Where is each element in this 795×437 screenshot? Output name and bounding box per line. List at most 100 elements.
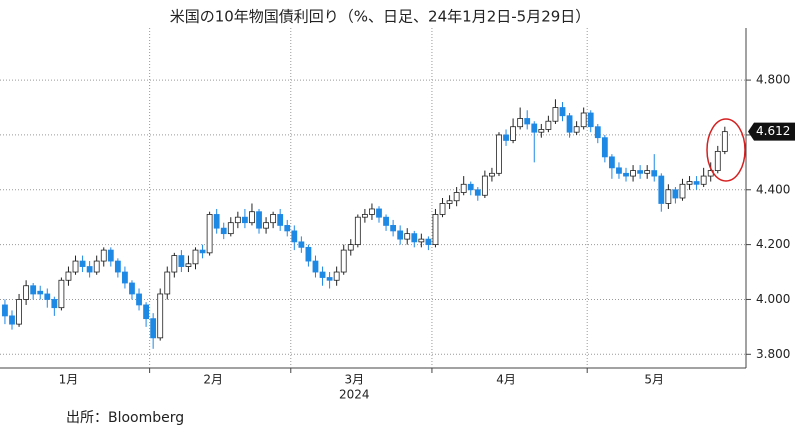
candle-body	[714, 150, 721, 171]
y-tick-label: 4.800	[756, 73, 790, 87]
candle-body	[496, 134, 502, 174]
candle-body	[383, 216, 389, 226]
candle-body	[580, 112, 587, 128]
candle-body	[460, 183, 467, 193]
y-tick-label: 4.400	[756, 182, 790, 196]
candle-body	[213, 214, 220, 229]
candle-body	[453, 192, 460, 202]
candle-body	[305, 246, 312, 262]
candle-body	[658, 175, 665, 204]
candle-body	[192, 249, 199, 265]
candle-body	[467, 183, 474, 191]
candle-body	[404, 233, 411, 240]
candle-body	[531, 123, 538, 133]
candle-body	[199, 249, 206, 254]
candle-body	[100, 249, 107, 262]
candle-body	[517, 118, 524, 128]
candle-body	[326, 277, 333, 281]
candle-body	[411, 233, 418, 243]
candle-body	[630, 170, 636, 177]
candle-body	[242, 216, 248, 224]
candle-body	[489, 172, 495, 177]
candle-body	[397, 230, 404, 240]
candle-body	[37, 290, 44, 295]
candle-body	[524, 118, 531, 125]
candle-body	[418, 238, 425, 243]
candle-body	[136, 293, 142, 306]
candle-body	[425, 238, 432, 246]
candle-body	[150, 318, 157, 339]
candle-body	[340, 249, 347, 273]
candle-body	[234, 216, 241, 224]
candle-body	[270, 214, 277, 224]
candle-body	[107, 249, 114, 262]
x-tick-label: 4月	[496, 373, 516, 387]
candle-body	[65, 271, 72, 281]
candle-body	[58, 279, 65, 309]
candle-body	[587, 112, 594, 128]
candle-body	[651, 170, 658, 177]
x-tick-label: 5月	[644, 373, 664, 387]
candle-body	[693, 181, 700, 185]
candle-body	[249, 211, 255, 224]
candle-body	[333, 271, 340, 281]
candle-body	[616, 167, 622, 174]
candle-body	[439, 203, 446, 215]
candle-body	[686, 181, 693, 185]
candle-body	[277, 214, 284, 226]
candle-body	[23, 285, 30, 300]
y-tick-label: 4.200	[756, 237, 790, 251]
candle-body	[354, 216, 361, 246]
candle-body	[263, 222, 269, 229]
candle-body	[538, 129, 545, 133]
candle-body	[552, 107, 559, 122]
source: 出所：Bloomberg	[66, 410, 184, 426]
candle-body	[93, 260, 100, 273]
candle-body	[16, 299, 22, 325]
candle-body	[284, 225, 291, 232]
x-tick-label: 1月	[59, 373, 79, 387]
candle-body	[9, 315, 15, 325]
candle-body	[220, 227, 227, 235]
candle-body	[672, 189, 679, 199]
candle-body	[44, 293, 51, 300]
candle-body	[206, 214, 213, 254]
candle-body	[566, 115, 573, 133]
candle-body	[227, 222, 234, 235]
candle-body	[72, 260, 79, 273]
candle-body	[481, 175, 488, 196]
candle-body	[390, 225, 397, 232]
candle-body	[79, 260, 86, 267]
candle-body	[432, 214, 439, 246]
candle-body	[665, 189, 672, 204]
candle-body	[143, 304, 149, 320]
candle-body	[347, 244, 354, 251]
candle-body	[503, 134, 509, 141]
candle-body	[164, 271, 171, 295]
candle-body	[319, 271, 326, 278]
candle-body	[609, 156, 615, 169]
x-tick-label: 3月	[344, 373, 364, 387]
candle-body	[291, 230, 298, 243]
candle-body	[446, 200, 453, 204]
candle-body	[122, 271, 128, 284]
candle-body	[361, 214, 368, 218]
candle-body	[86, 266, 93, 273]
last-value-label: 4.612	[756, 124, 790, 138]
candle-body	[51, 299, 58, 309]
candle-body	[623, 172, 629, 177]
candle-body	[114, 260, 121, 273]
candle-body	[601, 137, 608, 158]
y-tick-label: 4.000	[756, 292, 790, 306]
candle-body	[185, 263, 192, 267]
x-year-label: 2024	[339, 388, 370, 402]
candle-body	[312, 260, 319, 273]
chart-title: 米国の10年物国債利回り（%、日足、24年1月2日-5月29日）	[170, 8, 591, 26]
x-tick-label: 2月	[203, 373, 223, 387]
candle-body	[2, 304, 8, 317]
candle-body	[298, 241, 305, 248]
candle-body	[637, 170, 644, 174]
candle-body	[559, 107, 566, 117]
highlight-ellipse	[706, 118, 746, 182]
